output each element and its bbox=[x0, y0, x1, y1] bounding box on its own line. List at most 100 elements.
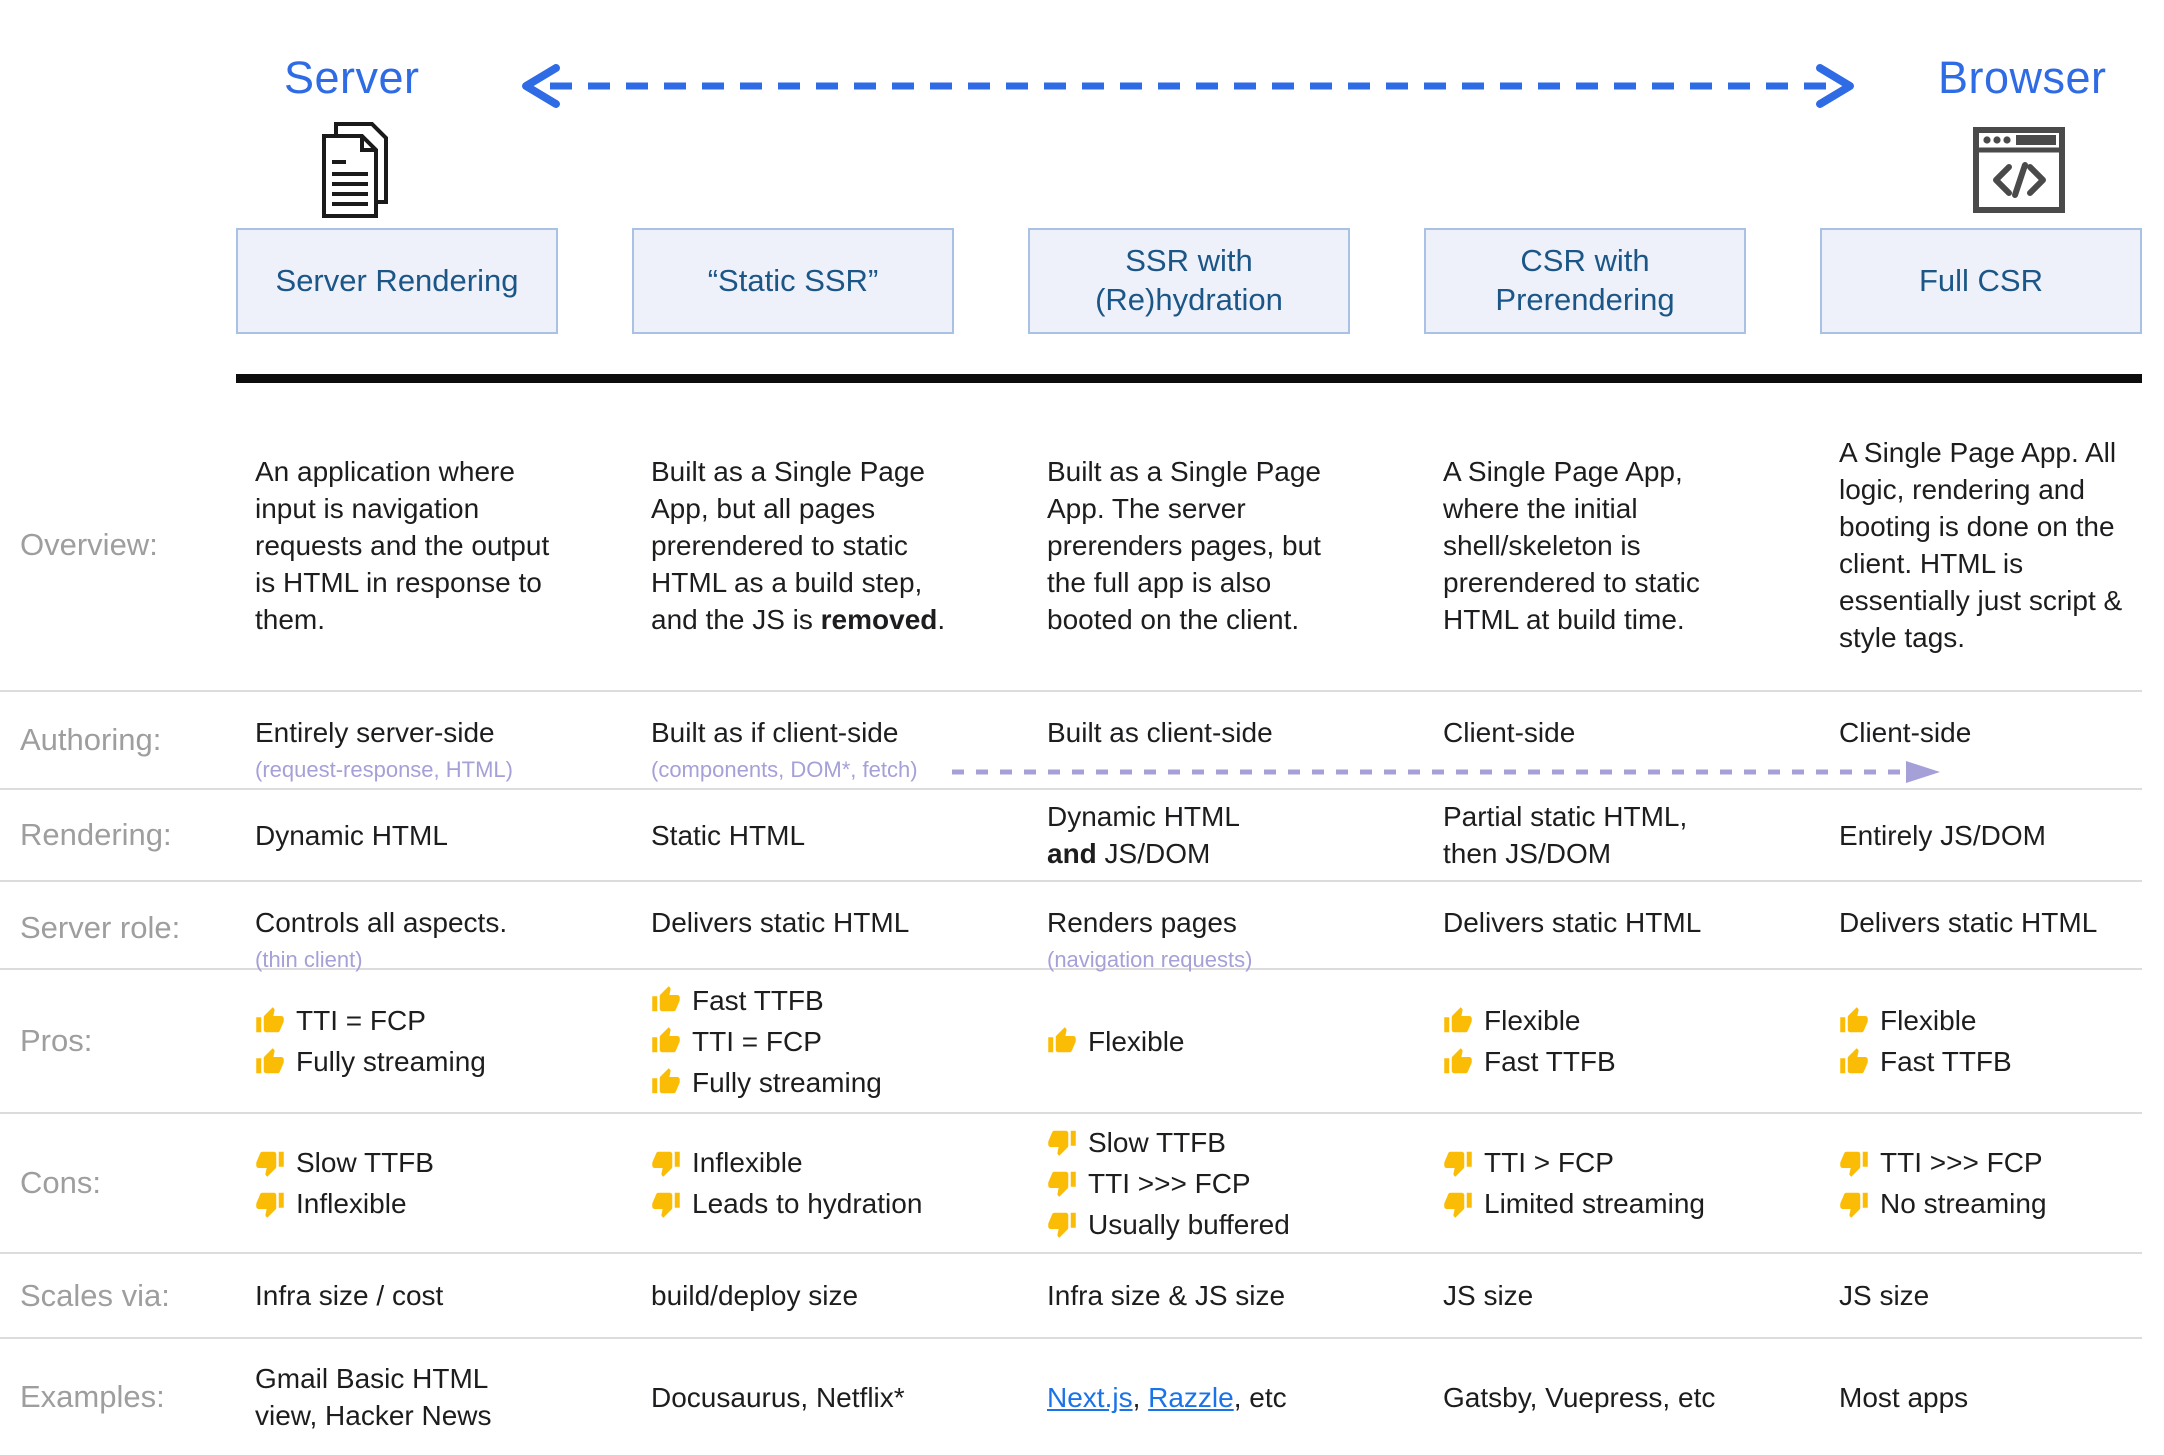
con-item: No streaming bbox=[1839, 1185, 2130, 1222]
thumbs-up-icon bbox=[1839, 1047, 1869, 1077]
thumbs-down-icon bbox=[1839, 1148, 1869, 1178]
cons-cell-static-ssr: Inflexible Leads to hydration bbox=[632, 1114, 1028, 1252]
thumbs-down-icon bbox=[1047, 1168, 1077, 1198]
browser-label: Browser bbox=[1938, 52, 2107, 103]
client-side-trend-arrow bbox=[952, 761, 1940, 783]
scales-cell-server-rendering: Infra size / cost bbox=[255, 1280, 444, 1311]
thumbs-up-icon bbox=[651, 1026, 681, 1056]
examples-cell-ssr-rehydration: Next.js, Razzle, etc bbox=[1047, 1381, 1287, 1413]
rendering-cell-static-ssr: Static HTML bbox=[651, 819, 806, 851]
row-label-overview: Overview: bbox=[20, 527, 158, 562]
column-header-full-csr: Full CSR bbox=[1820, 228, 2142, 334]
cons-cell-server-rendering: Slow TTFB Inflexible bbox=[236, 1114, 632, 1252]
pro-item: Fast TTFB bbox=[1839, 1043, 2130, 1080]
pro-item: Fast TTFB bbox=[651, 982, 952, 1019]
pro-item: Fast TTFB bbox=[1443, 1043, 1744, 1080]
server-role-subtext: (thin client) bbox=[255, 947, 363, 972]
pro-item: TTI = FCP bbox=[255, 1002, 556, 1039]
con-item: Slow TTFB bbox=[1047, 1124, 1348, 1161]
table-row-scales-via: Scales via: Infra size / cost build/depl… bbox=[0, 1252, 2142, 1337]
server-role-cell-server-rendering: Controls all aspects. (thin client) bbox=[236, 882, 632, 974]
server-role-subtext: (navigation requests) bbox=[1047, 947, 1253, 972]
table-row-authoring: Authoring: Entirely server-side (request… bbox=[0, 690, 2142, 788]
thumbs-up-icon bbox=[255, 1047, 285, 1077]
server-browser-spectrum-arrow bbox=[522, 64, 1854, 108]
rendering-cell-server-rendering: Dynamic HTML bbox=[255, 819, 448, 851]
examples-cell-csr-prerendering: Gatsby, Vuepress, etc bbox=[1443, 1381, 1716, 1413]
con-item: TTI > FCP bbox=[1443, 1144, 1744, 1181]
scales-cell-full-csr: JS size bbox=[1839, 1280, 1930, 1311]
con-item: Slow TTFB bbox=[255, 1144, 556, 1181]
pro-item: TTI = FCP bbox=[651, 1023, 952, 1060]
table-row-overview: Overview: An application where input is … bbox=[0, 400, 2142, 690]
browser-window-code-icon bbox=[1973, 127, 2065, 213]
column-header-ssr-rehydration: SSR with (Re)hydration bbox=[1028, 228, 1350, 334]
pro-item: Flexible bbox=[1839, 1002, 2130, 1039]
row-label-authoring: Authoring: bbox=[20, 722, 162, 757]
documents-icon bbox=[322, 122, 388, 218]
pros-cell-csr-prerendering: Flexible Fast TTFB bbox=[1424, 970, 1820, 1112]
server-label: Server bbox=[284, 52, 420, 103]
con-item: Leads to hydration bbox=[651, 1185, 952, 1222]
thumbs-down-icon bbox=[1047, 1209, 1077, 1239]
examples-cell-server-rendering: Gmail Basic HTML view, Hacker News bbox=[255, 1363, 492, 1431]
row-label-server-role: Server role: bbox=[20, 910, 181, 945]
pros-cell-full-csr: Flexible Fast TTFB bbox=[1820, 970, 2142, 1112]
overview-cell-ssr-rehydration: Built as a Single Page App. The server p… bbox=[1047, 455, 1321, 635]
thumbs-down-icon bbox=[651, 1148, 681, 1178]
thumbs-down-icon bbox=[1839, 1189, 1869, 1219]
column-header-csr-prerendering: CSR with Prerendering bbox=[1424, 228, 1746, 334]
row-label-scales-via: Scales via: bbox=[20, 1277, 170, 1313]
pro-item: Flexible bbox=[1443, 1002, 1744, 1039]
row-label-rendering: Rendering: bbox=[20, 817, 172, 852]
authoring-cell-static-ssr: Built as if client-side (components, DOM… bbox=[632, 692, 1028, 788]
thumbs-up-icon bbox=[1047, 1026, 1077, 1056]
table-row-cons: Cons: Slow TTFB Inflexible Inflexible Le… bbox=[0, 1112, 2142, 1252]
rendering-cell-full-csr: Entirely JS/DOM bbox=[1839, 819, 2046, 851]
cons-cell-ssr-rehydration: Slow TTFB TTI >>> FCP Usually buffered bbox=[1028, 1114, 1424, 1252]
thumbs-down-icon bbox=[1443, 1189, 1473, 1219]
authoring-subtext: (components, DOM*, fetch) bbox=[651, 757, 918, 782]
pro-item: Flexible bbox=[1047, 1023, 1348, 1060]
column-header-static-ssr: “Static SSR” bbox=[632, 228, 954, 334]
nextjs-link[interactable]: Next.js bbox=[1047, 1381, 1133, 1413]
authoring-cell-csr-prerendering: Client-side bbox=[1443, 717, 1576, 748]
con-item: Limited streaming bbox=[1443, 1185, 1744, 1222]
razzle-link[interactable]: Razzle bbox=[1148, 1381, 1234, 1413]
con-item: Inflexible bbox=[255, 1185, 556, 1222]
cons-cell-csr-prerendering: TTI > FCP Limited streaming bbox=[1424, 1114, 1820, 1252]
row-label-pros: Pros: bbox=[20, 1023, 93, 1058]
authoring-cell-full-csr: Client-side bbox=[1839, 717, 1972, 748]
server-role-cell-full-csr: Delivers static HTML bbox=[1839, 907, 2098, 938]
row-label-cons: Cons: bbox=[20, 1165, 101, 1200]
thumbs-up-icon bbox=[1443, 1006, 1473, 1036]
pro-item: Fully streaming bbox=[255, 1043, 556, 1080]
column-header-server-rendering: Server Rendering bbox=[236, 228, 558, 334]
con-item: Usually buffered bbox=[1047, 1206, 1348, 1243]
thumbs-up-icon bbox=[1839, 1006, 1869, 1036]
overview-cell-server-rendering: An application where input is navigation… bbox=[255, 455, 550, 635]
rendering-cell-ssr-rehydration: Dynamic HTML and JS/DOM bbox=[1047, 801, 1240, 869]
thumbs-down-icon bbox=[255, 1189, 285, 1219]
authoring-cell-ssr-rehydration: Built as client-side bbox=[1047, 717, 1273, 748]
table-row-pros: Pros: TTI = FCP Fully streaming Fast TTF… bbox=[0, 968, 2142, 1112]
header-divider bbox=[236, 374, 2142, 383]
thumbs-up-icon bbox=[651, 985, 681, 1015]
thumbs-down-icon bbox=[255, 1148, 285, 1178]
server-role-cell-csr-prerendering: Delivers static HTML bbox=[1443, 907, 1702, 938]
scales-cell-ssr-rehydration: Infra size & JS size bbox=[1047, 1280, 1286, 1311]
rendering-cell-csr-prerendering: Partial static HTML, then JS/DOM bbox=[1443, 801, 1688, 869]
comparison-table: Overview: An application where input is … bbox=[0, 400, 2142, 1455]
pros-cell-ssr-rehydration: Flexible bbox=[1028, 970, 1424, 1112]
scales-cell-csr-prerendering: JS size bbox=[1443, 1280, 1534, 1311]
thumbs-up-icon bbox=[255, 1006, 285, 1036]
thumbs-down-icon bbox=[651, 1189, 681, 1219]
authoring-cell-server-rendering: Entirely server-side (request-response, … bbox=[236, 692, 632, 788]
thumbs-down-icon bbox=[1443, 1148, 1473, 1178]
con-item: Inflexible bbox=[651, 1144, 952, 1181]
con-item: TTI >>> FCP bbox=[1839, 1144, 2130, 1181]
thumbs-down-icon bbox=[1047, 1127, 1077, 1157]
pros-cell-static-ssr: Fast TTFB TTI = FCP Fully streaming bbox=[632, 970, 1028, 1112]
server-role-cell-ssr-rehydration: Renders pages (navigation requests) bbox=[1028, 882, 1424, 974]
